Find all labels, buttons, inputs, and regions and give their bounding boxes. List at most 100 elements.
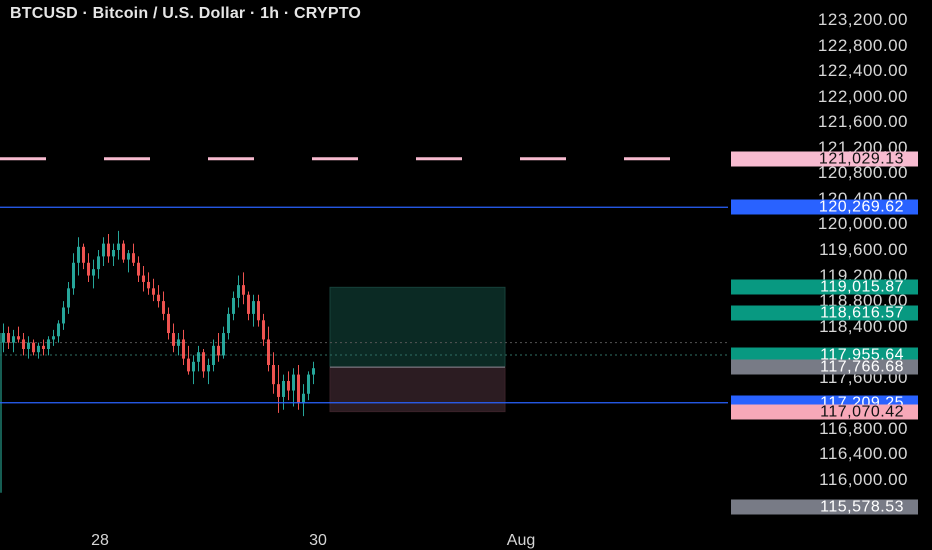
candle <box>97 250 100 279</box>
candle-body <box>177 339 180 346</box>
candle-body <box>207 365 210 372</box>
candle-body <box>267 339 270 365</box>
candle-body <box>302 393 305 404</box>
price-badge: 117,955.64 <box>731 347 918 363</box>
candle-body <box>97 256 100 270</box>
price-axis-tick: 120,800.00 <box>817 163 908 183</box>
candle-body <box>152 288 155 295</box>
candle-body <box>272 365 275 385</box>
candle-body <box>37 345 40 353</box>
candle-body <box>137 262 140 276</box>
candle-body <box>12 336 15 343</box>
candle <box>87 253 90 282</box>
price-axis-tick: 116,000.00 <box>819 470 908 489</box>
candle-body <box>102 243 105 257</box>
price-badge: 119,015.87 <box>731 279 918 295</box>
candle-body <box>167 313 170 334</box>
candle-body <box>222 333 225 356</box>
price-badge: 118,616.57 <box>731 305 918 321</box>
candle-body <box>117 243 120 250</box>
candle-body <box>52 336 55 340</box>
candle-body <box>187 358 190 372</box>
candle-body <box>132 253 135 263</box>
candle <box>147 272 150 295</box>
candle <box>177 333 180 356</box>
candle <box>67 281 70 314</box>
candle-body <box>277 384 280 397</box>
candle-body <box>262 320 265 340</box>
symbol-title[interactable]: BTCUSD · Bitcoin / U.S. Dollar · 1h · CR… <box>10 5 362 22</box>
candle <box>222 326 225 359</box>
candle <box>102 237 105 266</box>
price-axis-tick: 122,800.00 <box>817 35 908 55</box>
candle-body <box>32 342 35 353</box>
candle-body <box>287 380 290 391</box>
price-axis-tick: 120,000.00 <box>817 214 908 234</box>
candle <box>252 294 255 327</box>
candle <box>57 320 60 343</box>
candle <box>112 243 115 266</box>
price-badge: 115,578.53 <box>731 499 918 515</box>
candle <box>312 361 315 385</box>
candle <box>7 326 10 350</box>
candle <box>167 307 170 340</box>
price-axis-tick: 116,800.00 <box>819 418 908 438</box>
candle-body <box>257 301 260 321</box>
time-axis-label: 30 <box>309 532 327 549</box>
candle-body <box>62 307 65 324</box>
candle-body <box>157 294 160 302</box>
price-badge: 121,029.13 <box>731 151 918 167</box>
candle <box>227 307 230 340</box>
candle-body <box>27 342 30 350</box>
candle-body <box>92 269 95 276</box>
candle <box>122 240 125 263</box>
candle-body <box>252 301 255 314</box>
candle <box>152 278 155 302</box>
candle <box>307 371 310 401</box>
price-axis-tick: 121,600.00 <box>817 112 908 132</box>
candle <box>37 342 40 359</box>
candle-body <box>142 275 145 282</box>
candle-body <box>22 339 25 350</box>
candle <box>277 365 280 413</box>
candle-body <box>67 288 70 308</box>
price-badge: 117,766.68 <box>731 359 918 375</box>
candle-body <box>2 333 5 343</box>
candle <box>72 253 75 295</box>
candle-body <box>192 361 195 372</box>
candle <box>182 329 185 365</box>
candle-body <box>77 246 80 263</box>
candle-body <box>7 333 10 343</box>
candle <box>302 384 305 417</box>
candle-body <box>162 301 165 314</box>
candle-body <box>182 339 185 359</box>
candle-body <box>217 345 220 356</box>
candle <box>267 326 270 372</box>
candle <box>157 285 160 308</box>
candle-body <box>307 374 310 394</box>
candle-body <box>312 368 315 375</box>
candle <box>142 265 145 292</box>
candle-body <box>232 297 235 314</box>
price-axis-tick: 122,000.00 <box>817 86 908 106</box>
candle-body <box>172 333 175 346</box>
candle <box>257 294 260 327</box>
candle-body <box>202 352 205 372</box>
candle-body <box>112 250 115 257</box>
candle <box>42 339 45 356</box>
time-axis-label: Aug <box>506 532 536 549</box>
position-loss-zone <box>329 366 506 413</box>
candle-body <box>147 281 150 289</box>
candle <box>237 275 240 308</box>
candle <box>117 230 120 260</box>
price-axis-tick: 116,400.00 <box>819 444 908 464</box>
candle <box>2 323 5 353</box>
price-axis-tick: 119,200.00 <box>819 265 908 285</box>
candle <box>232 291 235 321</box>
candle <box>12 329 15 353</box>
candle <box>262 313 265 346</box>
candle-body <box>87 262 90 276</box>
candle <box>62 301 65 330</box>
